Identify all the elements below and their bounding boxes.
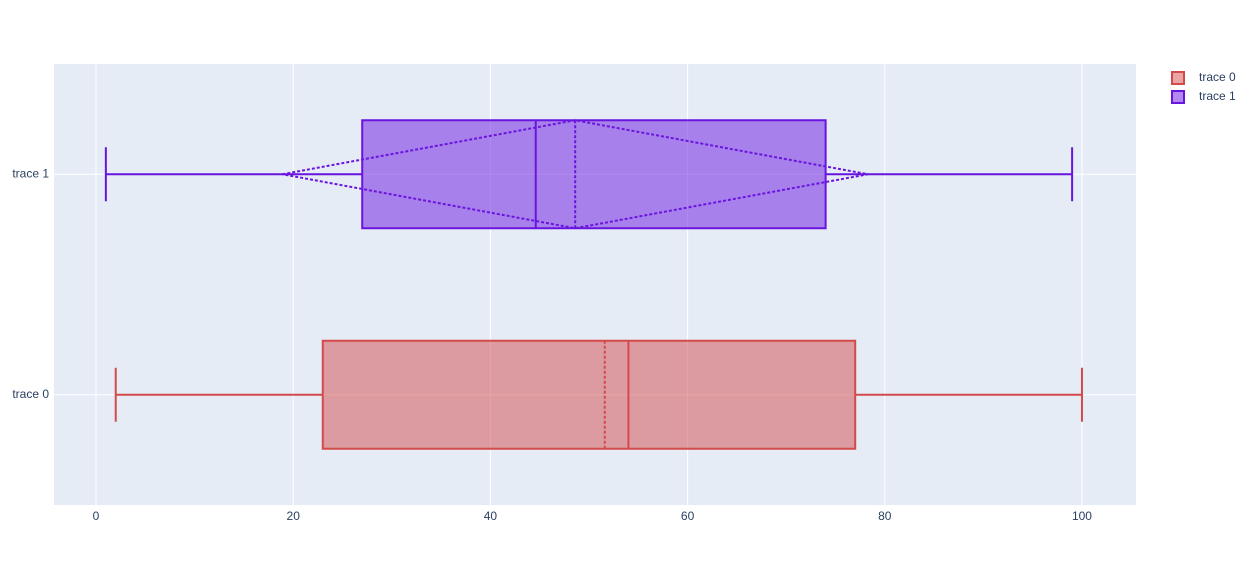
legend-label[interactable]: trace 0: [1199, 70, 1236, 84]
x-tick-label: 100: [1072, 509, 1092, 523]
box: [321, 339, 857, 450]
legend-label[interactable]: trace 1: [1199, 89, 1236, 103]
legend-swatch[interactable]: [1171, 90, 1185, 104]
y-tick-label: trace 1: [12, 166, 49, 180]
box: [361, 119, 827, 230]
x-tick-label: 0: [93, 509, 100, 523]
sd-diamond: [282, 119, 869, 230]
x-tick-label: 40: [484, 509, 498, 523]
legend-swatch[interactable]: [1171, 71, 1185, 85]
x-tick-label: 80: [878, 509, 892, 523]
x-tick-label: 60: [681, 509, 695, 523]
x-tick-label: 20: [287, 509, 301, 523]
y-tick-label: trace 0: [12, 387, 49, 401]
